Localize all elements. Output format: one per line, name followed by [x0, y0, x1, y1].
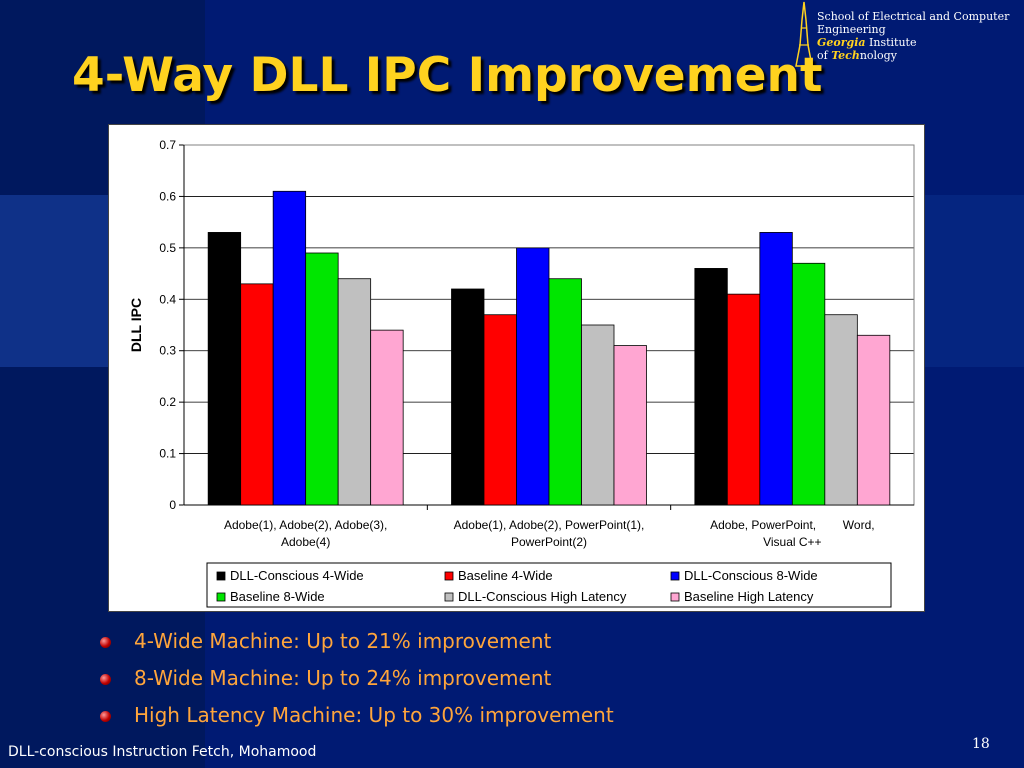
slide-title: 4-Way DLL IPC Improvement — [72, 48, 823, 103]
x-tick-label: Adobe(1), Adobe(2), Adobe(3), — [224, 518, 387, 532]
tower-icon — [795, 1, 813, 67]
y-tick-label: 0.7 — [159, 138, 176, 152]
bullet-text: 4-Wide Machine: Up to 21% improvement — [134, 629, 552, 653]
bar — [548, 278, 582, 506]
bar — [759, 232, 793, 506]
legend-swatch — [444, 571, 454, 581]
legend-label: Baseline 8-Wide — [230, 589, 325, 604]
bar — [694, 268, 728, 506]
y-tick-label: 0 — [169, 498, 176, 512]
legend-label: DLL-Conscious 4-Wide — [230, 568, 364, 583]
bar — [726, 293, 761, 506]
bullet-item: High Latency Machine: Up to 30% improvem… — [100, 703, 614, 740]
bar — [856, 334, 891, 506]
bullet-icon — [100, 674, 111, 685]
x-tick-label: Adobe(1), Adobe(2), PowerPoint(1), — [454, 518, 645, 532]
legend-swatch — [670, 571, 680, 581]
bar — [207, 232, 242, 506]
legend-label: DLL-Conscious High Latency — [458, 589, 627, 604]
x-tick-label: PowerPoint(2) — [511, 535, 587, 549]
logo-line-3: Georgia Institute — [817, 36, 917, 49]
logo-line-4: of Technology — [817, 49, 897, 62]
footer-text: DLL-conscious Instruction Fetch, Mohamoo… — [8, 744, 317, 760]
legend-swatch — [670, 592, 680, 602]
chart-container: 0 0.1 0.2 0.3 0.4 0.5 0.6 0.7 DLL IPC Adobe(1), A… — [108, 124, 925, 612]
x-tick-label: Adobe, PowerPoint, Word, — [710, 518, 875, 532]
legend-swatch — [444, 592, 454, 602]
bullet-text: High Latency Machine: Up to 30% improvem… — [134, 703, 614, 727]
bar — [370, 329, 404, 506]
bullet-text: 8-Wide Machine: Up to 24% improvement — [134, 666, 552, 690]
bar — [483, 314, 517, 506]
legend-label: DLL-Conscious 8-Wide — [684, 568, 818, 583]
logo-line-1: School of Electrical and Computer — [817, 10, 1010, 23]
bar — [791, 262, 826, 506]
bar — [516, 247, 550, 506]
logo-text: School of Electrical and Computer Engine… — [817, 10, 1009, 62]
bar — [581, 324, 615, 506]
bar — [824, 314, 858, 506]
y-tick-label: 0.3 — [159, 344, 176, 358]
bullet-item: 8-Wide Machine: Up to 24% improvement — [100, 666, 614, 703]
bar-chart: 0 0.1 0.2 0.3 0.4 0.5 0.6 0.7 DLL IPC Adobe(1), A… — [128, 138, 915, 608]
y-tick-label: 0.2 — [159, 395, 176, 409]
legend-label: Baseline High Latency — [684, 589, 814, 604]
bar — [240, 283, 274, 506]
page-number: 18 — [972, 736, 990, 752]
legend-label: Baseline 4-Wide — [458, 568, 553, 583]
bullet-list: 4-Wide Machine: Up to 21% improvement 8-… — [100, 629, 614, 740]
bullet-item: 4-Wide Machine: Up to 21% improvement — [100, 629, 614, 666]
x-tick-label: Visual C++ — [763, 535, 821, 549]
legend-swatch — [216, 571, 226, 581]
y-tick-label: 0.6 — [159, 189, 176, 203]
y-tick-label: 0.1 — [159, 447, 176, 461]
bar — [451, 288, 485, 506]
x-tick-label: Adobe(4) — [281, 535, 330, 549]
legend-box — [206, 562, 892, 608]
bar — [305, 252, 339, 506]
bar — [272, 190, 307, 506]
georgia-tech-logo: School of Electrical and Computer Engine… — [793, 0, 1024, 70]
y-axis-label: DLL IPC — [128, 298, 144, 352]
logo-line-2: Engineering — [817, 23, 886, 36]
bar — [337, 278, 372, 506]
bullet-icon — [100, 637, 111, 648]
bullet-icon — [100, 711, 111, 722]
y-tick-label: 0.5 — [159, 241, 176, 255]
bar — [613, 345, 647, 506]
y-tick-label: 0.4 — [159, 292, 176, 306]
legend-swatch — [216, 592, 226, 602]
